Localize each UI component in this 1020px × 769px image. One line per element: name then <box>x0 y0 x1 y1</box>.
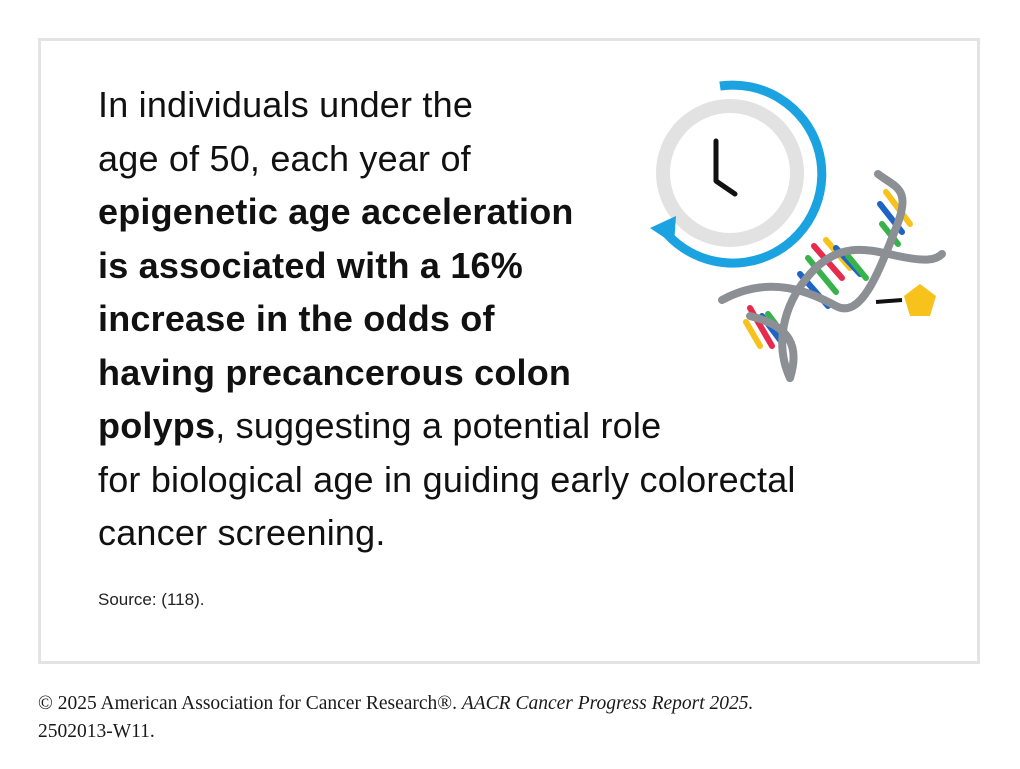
dna-helix-icon <box>718 170 946 382</box>
statement-bold-7: polyps <box>98 405 216 446</box>
statement-line-6: having precancerous colon <box>98 346 918 400</box>
statement-line-9: cancer screening. <box>98 512 386 553</box>
statement-line-2: age of 50, each year of <box>98 137 471 179</box>
source-citation: Source: (118). <box>98 590 205 609</box>
statement-bold-6: having precancerous colon <box>98 351 572 393</box>
statement-bold-5: increase in the odds of <box>98 298 495 339</box>
statement-line-7: polyps, suggesting a potential role <box>98 399 918 453</box>
statement-line-3: epigenetic age acceleration <box>98 185 918 239</box>
footer-credit: © 2025 American Association for Cancer R… <box>38 690 988 746</box>
statement-line-1: In individuals under the <box>98 84 474 125</box>
illustration <box>640 78 960 403</box>
statement-line-7-rest: , suggesting a potential role <box>215 405 662 446</box>
info-card <box>38 38 980 664</box>
footer-copyright: © 2025 American Association for Cancer R… <box>38 693 462 714</box>
statement-line-4: is associated with a 16% <box>98 239 918 293</box>
statement-line-5: increase in the odds of <box>98 292 918 346</box>
statement-text: In individuals under the age of 50, each… <box>98 78 918 560</box>
statement-bold-4: is associated with a 16% <box>98 244 523 286</box>
clock-icon <box>650 80 827 268</box>
footer-code: 2502013-W11. <box>38 721 155 742</box>
footer-report-title: AACR Cancer Progress Report 2025. <box>461 693 754 714</box>
statement-bold-3: epigenetic age acceleration <box>98 191 574 232</box>
statement-line-8: for biological age in guiding early colo… <box>98 458 796 500</box>
pentagon-molecule-icon <box>875 284 936 316</box>
clock-dna-illustration <box>650 80 946 382</box>
